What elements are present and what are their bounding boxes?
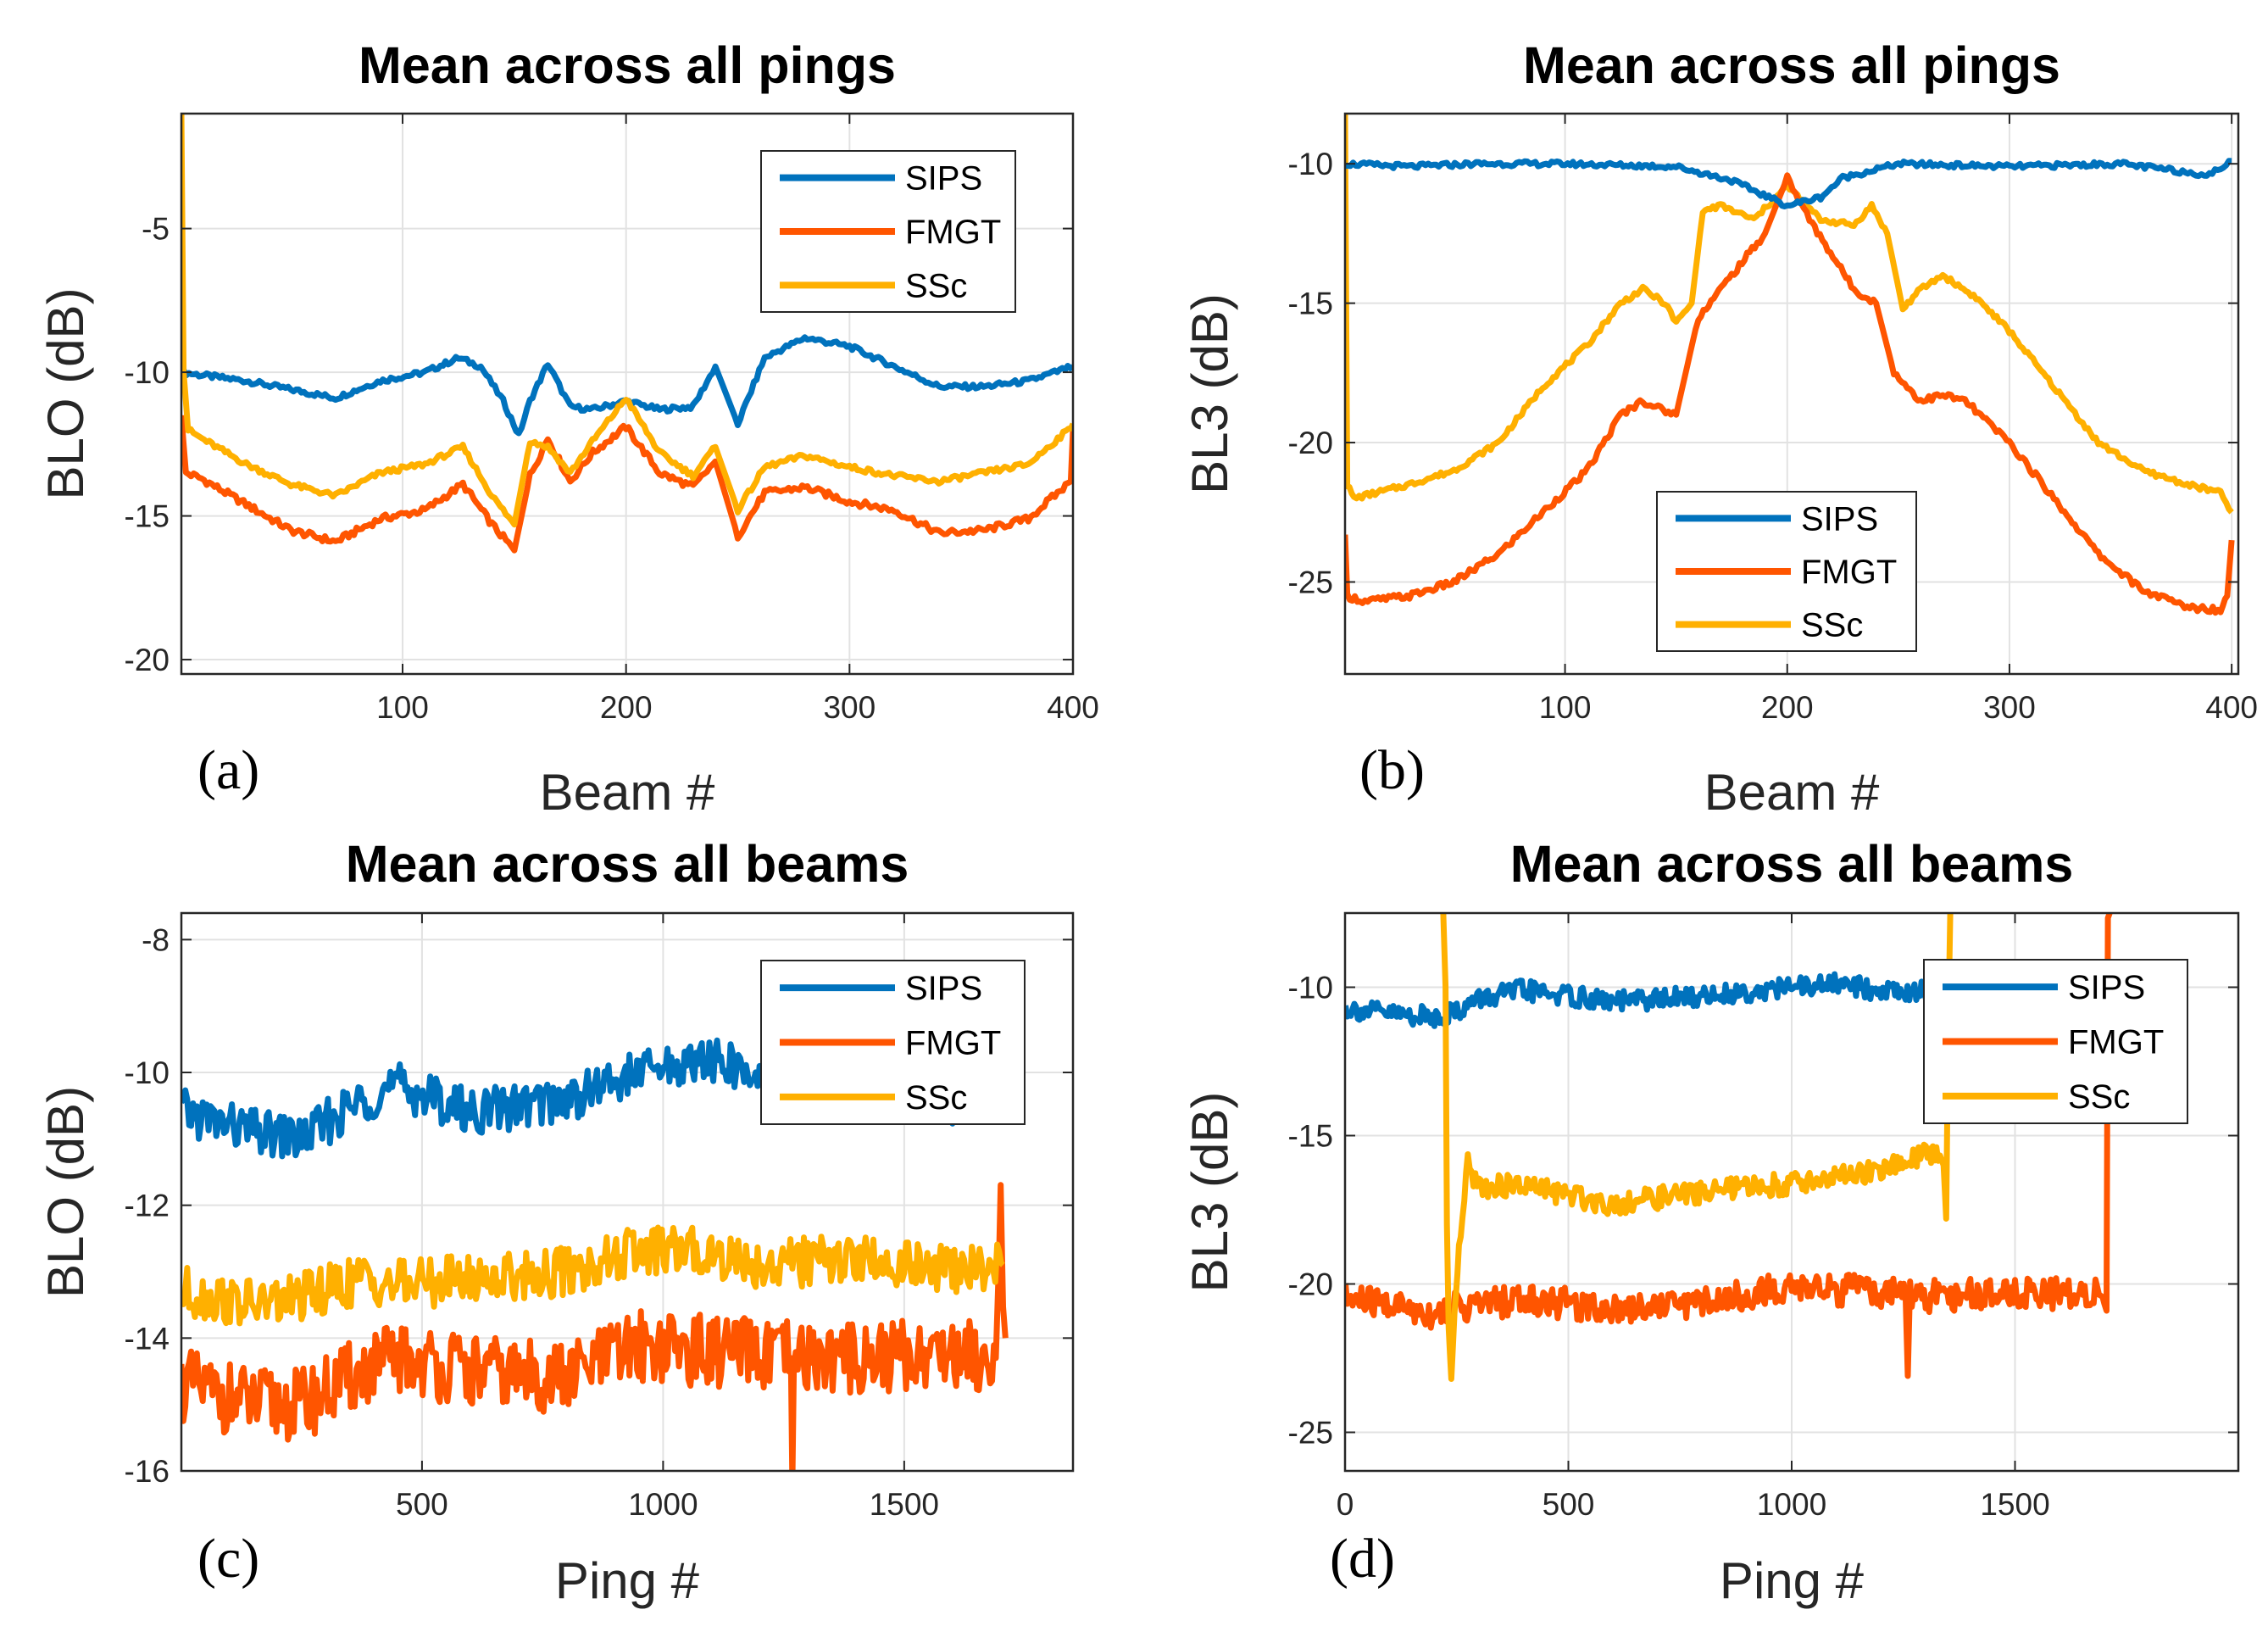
y-tick-label: -10: [1288, 971, 1333, 1005]
y-axis-label: BL3 (dB): [1181, 293, 1238, 494]
legend: SIPS FMGT SSc: [760, 960, 1026, 1125]
chart-title: Mean across all beams: [346, 835, 909, 893]
chart-title: Mean across all pings: [1523, 36, 2060, 94]
axes-box: [180, 112, 1075, 676]
legend-label-fmgt: FMGT: [905, 1025, 1001, 1062]
axes-box: [1343, 112, 2240, 676]
legend-label-ssc: SSc: [905, 1079, 967, 1117]
x-tick-label: 500: [396, 1487, 448, 1522]
panel-label: (a): [197, 739, 259, 801]
y-tick-label: -15: [1288, 1119, 1333, 1154]
y-tick-label: -12: [125, 1189, 170, 1223]
y-tick-label: -25: [1288, 1416, 1333, 1451]
y-tick-label: -20: [1288, 1267, 1333, 1302]
axes-box: [180, 911, 1075, 1473]
series-line-ssc: [181, 1224, 1005, 1327]
y-tick-label: -10: [125, 355, 170, 390]
x-tick-label: 200: [1761, 690, 1814, 725]
chart-title: Mean across all beams: [1510, 835, 2074, 893]
series-line-sips: [1345, 158, 2232, 209]
legend-label-sips: SIPS: [905, 970, 982, 1007]
x-tick-label: 1500: [1980, 1487, 2049, 1522]
series-line-fmgt: [181, 1182, 1009, 1471]
x-tick-label: 500: [1543, 1487, 1595, 1522]
x-tick-label: 1000: [628, 1487, 698, 1522]
x-tick-label: 0: [1337, 1487, 1354, 1522]
y-tick-label: -10: [1288, 147, 1333, 181]
x-axis-label: Ping #: [555, 1552, 700, 1609]
series-line-fmgt: [181, 415, 1073, 554]
y-tick-label: -15: [125, 499, 170, 534]
x-axis-label: Beam #: [1704, 764, 1880, 821]
legend-label-ssc: SSc: [1801, 607, 1863, 644]
y-tick-label: -20: [1288, 426, 1333, 460]
x-tick-label: 300: [1983, 690, 2036, 725]
chart-panel-b: 100 200 300 400 -10 -15 -20 -25 Mean across all …: [1181, 36, 2258, 821]
chart-panel-d: 0 500 1000 1500 -10 -15 -20 -25 Mean across all …: [1181, 835, 2240, 1609]
legend-label-ssc: SSc: [905, 267, 967, 304]
y-tick-label: -16: [125, 1454, 170, 1489]
y-tick-label: -14: [125, 1321, 170, 1356]
legend: SIPS FMGT SSc: [1656, 491, 1917, 652]
y-tick-label: -5: [142, 212, 170, 247]
legend: SIPS FMGT SSc: [1923, 959, 2188, 1124]
x-tick-label: 1000: [1757, 1487, 1826, 1522]
legend-label-sips: SIPS: [905, 160, 982, 198]
x-axis-label: Beam #: [540, 764, 715, 821]
x-tick-label: 1500: [870, 1487, 939, 1522]
legend-label-sips: SIPS: [2068, 969, 2145, 1006]
y-tick-label: -20: [125, 643, 170, 677]
y-tick-label: -10: [125, 1055, 170, 1090]
panel-label: (c): [197, 1528, 259, 1590]
series-line-fmgt: [1345, 172, 2235, 616]
chart-panel-a: 100 200 300 400 -5 -10 -15 -20 Mean across all p…: [37, 36, 1099, 821]
legend-label-ssc: SSc: [2068, 1078, 2130, 1116]
x-tick-label: 400: [1047, 690, 1099, 725]
x-tick-label: 300: [823, 690, 876, 725]
legend: SIPS FMGT SSc: [760, 150, 1016, 313]
y-axis-label: BLO (dB): [37, 1086, 94, 1298]
legend-label-sips: SIPS: [1801, 500, 1878, 537]
x-axis-label: Ping #: [1720, 1552, 1865, 1609]
x-tick-label: 200: [600, 690, 653, 725]
x-tick-label: 100: [376, 690, 429, 725]
series-line-fmgt: [1345, 913, 2113, 1379]
series-line-ssc: [181, 114, 1073, 528]
x-tick-label: 400: [2205, 690, 2258, 725]
y-tick-label: -25: [1288, 565, 1333, 599]
y-axis-label: BLO (dB): [37, 287, 94, 499]
chart-panel-c: 500 1000 1500 -8 -10 -12 -14 -16 Mean across all…: [37, 835, 1075, 1609]
chart-title: Mean across all pings: [359, 36, 896, 94]
legend-label-fmgt: FMGT: [1801, 554, 1897, 591]
panel-label: (d): [1330, 1528, 1395, 1590]
y-tick-label: -15: [1288, 287, 1333, 321]
y-axis-label: BL3 (dB): [1181, 1092, 1238, 1293]
panel-label: (b): [1359, 739, 1425, 801]
legend-label-fmgt: FMGT: [2068, 1024, 2164, 1061]
y-tick-label: -8: [142, 922, 170, 957]
x-tick-label: 100: [1539, 690, 1592, 725]
series-line-ssc: [1440, 913, 1954, 1382]
legend-label-fmgt: FMGT: [905, 214, 1001, 251]
